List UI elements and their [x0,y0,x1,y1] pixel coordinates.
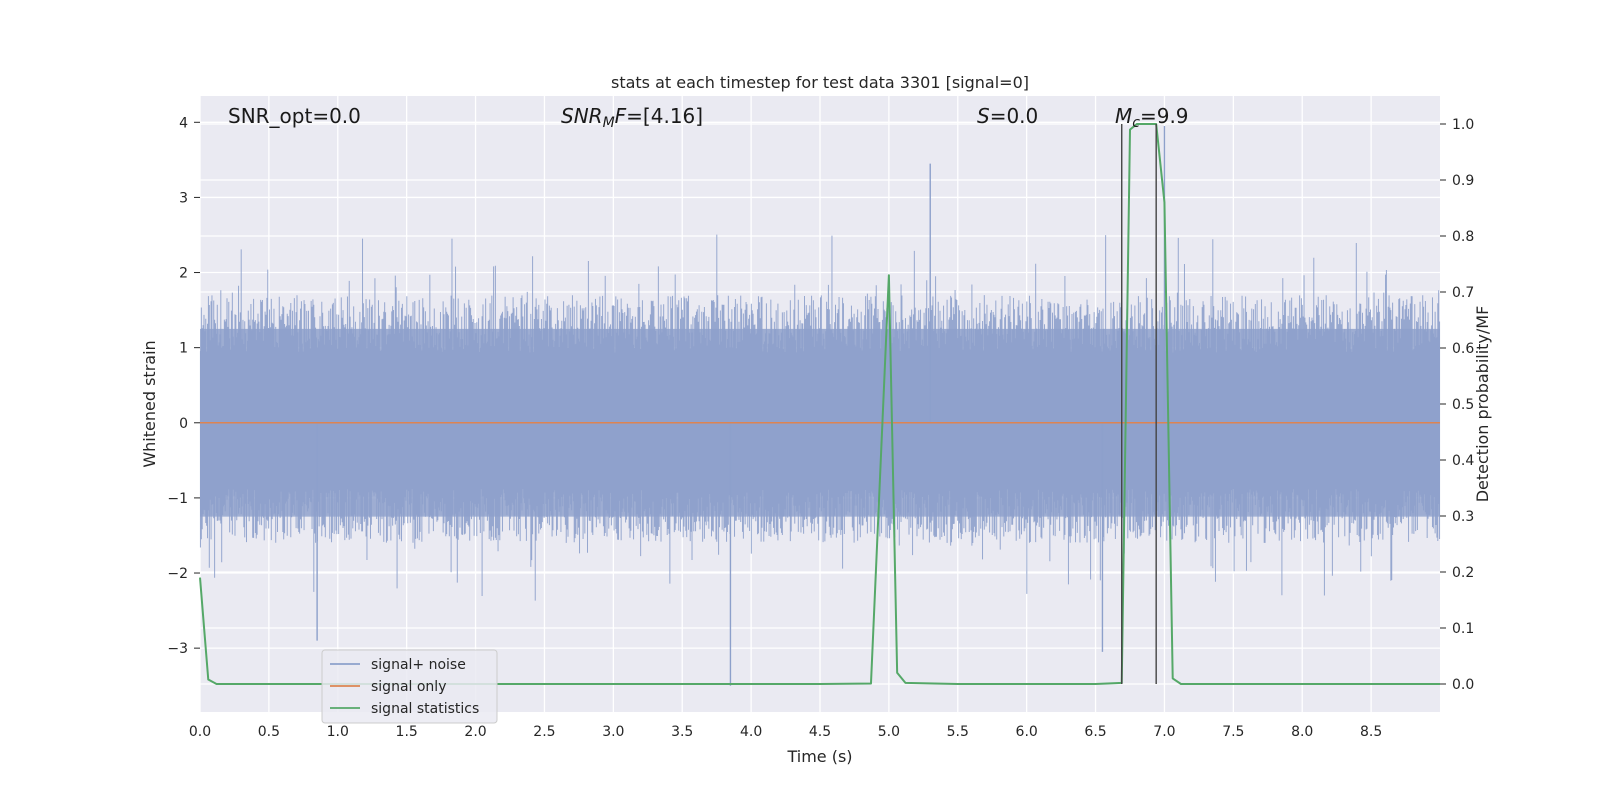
y-left-tick-label: 1 [179,341,188,357]
x-tick-label: 5.0 [878,724,900,740]
x-tick-label: 0.0 [189,724,211,740]
x-tick-label: 5.5 [947,724,969,740]
legend-label-noise: signal+ noise [371,657,466,673]
x-tick-label: 1.0 [327,724,349,740]
legend-box [321,649,498,724]
y-left-axis-ticks: −3 −2 −1 0 1 2 3 4 [167,115,200,657]
x-tick-label: 1.5 [396,724,418,740]
y-right-tick-label: 0.5 [1452,397,1474,413]
x-tick-label: 0.5 [258,724,280,740]
x-tick-label: 6.5 [1084,724,1106,740]
x-tick-label: 4.5 [809,724,831,740]
chart-title: stats at each timestep for test data 330… [611,73,1029,92]
y-left-tick-label: 4 [179,115,188,131]
x-tick-label: 4.0 [740,724,762,740]
y-right-tick-label: 0.9 [1452,173,1474,189]
legend: signal+ noise signal only signal statist… [321,649,498,724]
x-tick-label: 7.0 [1153,724,1175,740]
y-left-tick-label: 0 [179,416,188,432]
x-tick-label: 7.5 [1222,724,1244,740]
x-tick-label: 3.5 [671,724,693,740]
y-right-tick-label: 0.1 [1452,621,1474,637]
annotation-mc: Mc=9.9 [1115,104,1189,131]
y-right-tick-label: 0.6 [1452,341,1474,357]
y-right-tick-label: 1.0 [1452,117,1474,133]
legend-label-signal: signal only [371,679,446,695]
x-tick-label: 8.5 [1360,724,1382,740]
annotation-snr-mf: SNRMF=[4.16] [561,104,703,131]
annotation-snr-opt: SNR_opt=0.0 [228,104,361,128]
y-right-tick-label: 0.0 [1452,677,1474,693]
y-right-tick-label: 0.2 [1452,565,1474,581]
legend-label-stats: signal statistics [371,701,479,717]
y-left-tick-label: −2 [167,566,188,582]
x-axis-label: Time (s) [786,747,852,766]
y-right-tick-label: 0.4 [1452,453,1474,469]
annotation-s: S=0.0 [977,104,1038,128]
x-axis-ticks: 0.0 0.5 1.0 1.5 2.0 2.5 3.0 3.5 4.0 4.5 5.0 5.5 6.0 6… [189,724,1382,740]
y-left-tick-label: 2 [179,266,188,282]
x-tick-label: 3.0 [602,724,624,740]
y-left-tick-label: 3 [179,190,188,206]
y-right-axis-ticks: 0.0 0.1 0.2 0.3 0.4 0.5 0.6 0.7 0.8 0.9 1.0 [1440,117,1474,693]
marker-lines [1121,124,1157,684]
y-right-axis-label: Detection probability/MF [1473,306,1492,503]
x-tick-label: 2.0 [464,724,486,740]
x-tick-label: 2.5 [533,724,555,740]
y-right-tick-label: 0.7 [1452,285,1474,301]
x-tick-label: 8.0 [1291,724,1313,740]
y-left-tick-label: −3 [167,641,188,657]
y-left-axis-label: Whitened strain [140,340,159,467]
y-right-tick-label: 0.8 [1452,229,1474,245]
y-right-tick-label: 0.3 [1452,509,1474,525]
y-left-tick-label: −1 [167,491,188,507]
x-tick-label: 6.0 [1016,724,1038,740]
